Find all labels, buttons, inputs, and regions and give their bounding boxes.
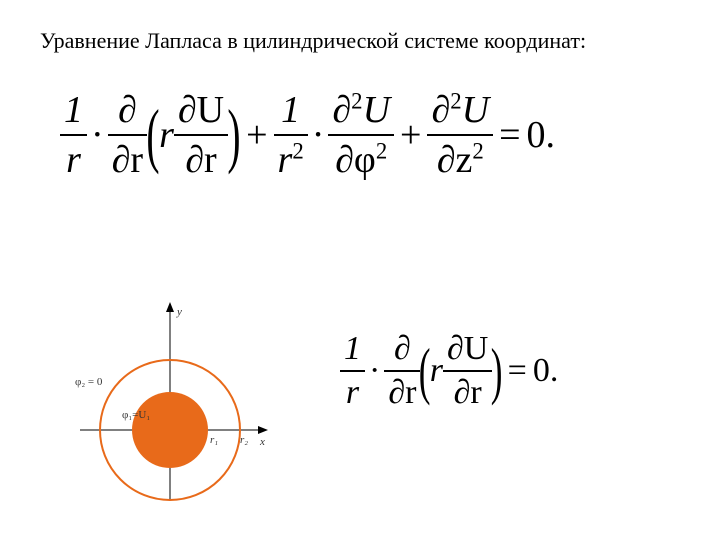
frac-1-over-r2: 1 r2 [274,88,308,182]
phi2-label: φ₂ = 0 [75,376,103,388]
zero: 0. [527,113,556,157]
frac-d-dr-2: ∂ ∂r [384,330,420,412]
frac-1-over-r: 1 r [60,88,87,182]
left-paren-icon: ( [146,103,159,168]
frac-d-dr: ∂ ∂r [108,88,147,182]
frac-dU-dr: ∂U ∂r [174,88,228,182]
frac-d2U-dphi2: ∂2U ∂φ2 [328,88,394,182]
phi1-label: φ₁=U₁ [122,409,150,421]
right-paren-icon: ) [228,103,241,168]
r1-label: r₁ [210,434,218,446]
y-arrow-icon [166,302,174,312]
x-arrow-icon [258,426,268,434]
left-paren2-icon: ( [419,342,431,400]
zero-2: 0. [533,352,559,390]
y-label: y [176,306,182,318]
frac-dU-dr-2: ∂U ∂r [443,330,492,412]
frac-1-over-r-2: 1 r [340,330,365,412]
r-inside-2: r [430,352,443,390]
right-paren2-icon: ) [491,342,503,400]
laplace-equation-radial: 1 r · ∂ ∂r ( r ∂U ∂r ) = 0. [340,330,640,420]
cylindrical-diagram: y x φ₂ = 0 φ₁=U₁ r₁ r₂ [60,300,280,520]
r-inside: r [159,113,174,157]
r2-label: r₂ [240,434,248,446]
laplace-equation-full: 1 r · ∂ ∂r ( r ∂U ∂r ) + 1 r2 · ∂2U ∂φ2 [60,88,620,188]
x-label: x [259,436,265,448]
page-title: Уравнение Лапласа в цилиндрической систе… [40,28,586,54]
frac-d2U-dz2: ∂2U ∂z2 [427,88,493,182]
inner-circle [132,392,208,468]
